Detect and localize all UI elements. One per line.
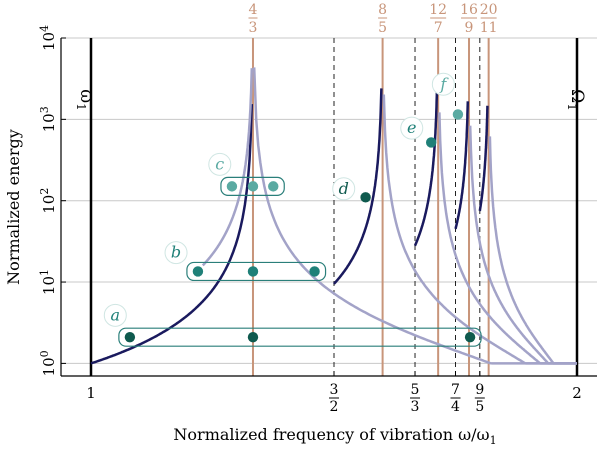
reference-lines	[89, 38, 579, 376]
annotation-bubble	[103, 303, 127, 327]
annotation-label: a	[111, 305, 121, 324]
annotation-label: d	[339, 179, 349, 198]
energy-curve-light	[488, 136, 577, 365]
y-tick-label: 100	[38, 350, 58, 376]
resonance-denominator: 5	[378, 20, 387, 36]
resonance-numerator: 16	[460, 2, 478, 18]
annotation-bubble	[164, 241, 188, 265]
annotation-label: f	[439, 74, 449, 93]
resonance-denominator: 3	[249, 20, 258, 36]
point-group	[186, 261, 327, 282]
data-point	[452, 109, 464, 120]
resonance-numerator: 20	[480, 2, 498, 18]
x-tick-denominator: 4	[451, 399, 460, 415]
energy-curve-light	[252, 67, 577, 365]
data-point	[464, 331, 476, 343]
energy-curve-dark	[478, 105, 489, 212]
x-tick-numerator: 9	[475, 382, 484, 398]
energy-curve-dark	[90, 104, 254, 365]
x-tick-numerator: 5	[411, 382, 420, 398]
grid	[61, 37, 597, 364]
annotations: a b c d e f	[103, 72, 455, 327]
resonance-denominator: 11	[480, 20, 498, 36]
y-axis-label: Normalized energy	[4, 129, 23, 285]
energy-curve-light	[201, 68, 254, 267]
boundary-label: ω1	[74, 89, 96, 111]
boundary-label: Ω1	[565, 89, 587, 111]
data-point	[247, 181, 259, 192]
energy-curve-dark	[413, 89, 439, 247]
energy-curves	[90, 67, 577, 365]
annotation-label: c	[215, 154, 224, 173]
data-point	[309, 266, 320, 277]
y-tick-label: 101	[38, 269, 58, 295]
y-tick-label: 103	[38, 106, 58, 132]
annotation-label: b	[171, 243, 181, 262]
data-point	[360, 192, 371, 203]
axis-labels: Normalized frequency of vibration ω/ω1 N…	[4, 129, 497, 447]
resonance-numerator: 12	[429, 2, 447, 18]
data-point	[124, 331, 136, 343]
x-tick-denominator: 5	[475, 399, 484, 415]
data-point	[192, 266, 204, 277]
energy-curve-dark	[333, 88, 383, 285]
annotation-bubble	[208, 152, 232, 176]
energy-curve-dark	[454, 101, 470, 230]
y-tick-label: 102	[38, 188, 58, 214]
point-group	[220, 176, 285, 196]
y-tick-label: 104	[38, 25, 58, 51]
annotation-bubble	[400, 116, 424, 140]
x-tick-denominator: 2	[330, 399, 339, 415]
data-point	[247, 331, 259, 343]
annotation-bubble	[431, 72, 455, 96]
x-tick-label: 2	[572, 384, 582, 402]
point-groups	[118, 176, 482, 347]
data-points	[124, 109, 476, 343]
point-group	[118, 327, 482, 347]
annotation-label: e	[407, 118, 416, 137]
x-axis-label: Normalized frequency of vibration ω/ω1	[173, 425, 496, 447]
x-tick-label: 1	[86, 384, 96, 402]
data-point	[247, 266, 259, 277]
resonance-denominator: 9	[465, 20, 474, 36]
resonance-numerator: 4	[249, 2, 258, 18]
energy-curve-light	[438, 112, 577, 365]
x-tick-numerator: 3	[330, 382, 339, 398]
data-point	[226, 181, 238, 192]
x-tick-numerator: 7	[451, 382, 460, 398]
annotation-bubble	[332, 177, 356, 201]
data-point	[268, 181, 279, 192]
x-tick-denominator: 3	[411, 399, 420, 415]
data-point	[426, 137, 437, 148]
resonance-denominator: 7	[434, 20, 443, 36]
resonance-numerator: 8	[378, 2, 387, 18]
